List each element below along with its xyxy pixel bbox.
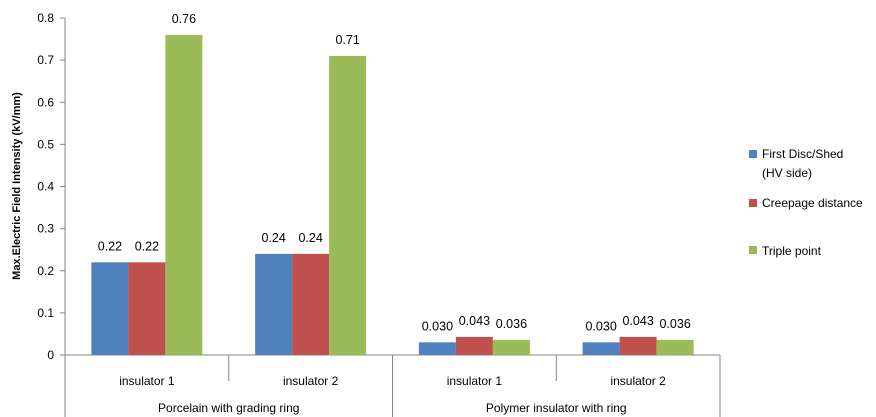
data-labels: 0.22 0.22 0.76 0.24 0.24 0.71 0.030 0.043 0.036 0… (98, 12, 691, 334)
bar (455, 336, 493, 355)
y-tick-label: 0.7 (37, 53, 54, 67)
legend-label-creepage: Creepage distance (762, 196, 863, 210)
legend-label-triple-point: Triple point (762, 244, 822, 258)
bar (329, 55, 367, 355)
y-axis-ticks: 0 0.1 0.2 0.3 0.4 0.5 0.6 0.7 0.8 (37, 11, 54, 362)
group-label: Porcelain with grading ring (158, 401, 299, 415)
data-label: 0.030 (422, 319, 453, 333)
category-label: insulator 2 (283, 374, 339, 388)
y-tick-label: 0.5 (37, 137, 54, 151)
bar (418, 342, 456, 355)
data-label: 0.24 (298, 231, 322, 245)
legend-swatch-creepage (749, 199, 757, 207)
bar (91, 262, 129, 355)
category-label: insulator 1 (119, 374, 175, 388)
data-label: 0.71 (335, 33, 359, 47)
y-tick-label: 0.6 (37, 95, 54, 109)
bar (656, 339, 694, 355)
legend-swatch-triple-point (749, 246, 757, 254)
bar (292, 253, 330, 355)
bar (255, 253, 293, 355)
group-label: Polymer insulator with ring (486, 401, 627, 415)
bar (165, 34, 203, 355)
data-label: 0.76 (172, 12, 196, 26)
y-tick-label: 0 (47, 348, 54, 362)
data-label: 0.22 (98, 239, 122, 253)
bar (582, 342, 620, 355)
data-label: 0.22 (135, 239, 159, 253)
category-label: insulator 2 (610, 374, 666, 388)
data-label: 0.036 (659, 317, 690, 331)
data-label: 0.036 (496, 317, 527, 331)
data-label: 0.043 (622, 314, 653, 328)
y-tick-label: 0.3 (37, 222, 54, 236)
y-tick-label: 0.1 (37, 306, 54, 320)
legend-label-first-disc-line2: (HV side) (762, 166, 812, 180)
y-tick-label: 0.8 (37, 11, 54, 25)
legend: First Disc/Shed (HV side) Creepage dista… (749, 147, 863, 258)
y-tick-label: 0.2 (37, 264, 54, 278)
bar (128, 262, 166, 355)
y-axis-title: Max.Electric Field Intensity (kV/mm) (11, 92, 23, 280)
bar (619, 336, 657, 355)
bars (91, 34, 694, 355)
y-tick-label: 0.4 (37, 180, 54, 194)
data-label: 0.043 (459, 314, 490, 328)
category-label: insulator 1 (447, 374, 503, 388)
data-label: 0.24 (261, 231, 285, 245)
legend-swatch-first-disc (749, 150, 757, 158)
bar (492, 339, 530, 355)
legend-label-first-disc: First Disc/Shed (762, 147, 843, 161)
axes (60, 17, 721, 417)
category-labels: insulator 1 insulator 2 insulator 1 insulat… (119, 374, 666, 415)
data-label: 0.030 (585, 319, 616, 333)
